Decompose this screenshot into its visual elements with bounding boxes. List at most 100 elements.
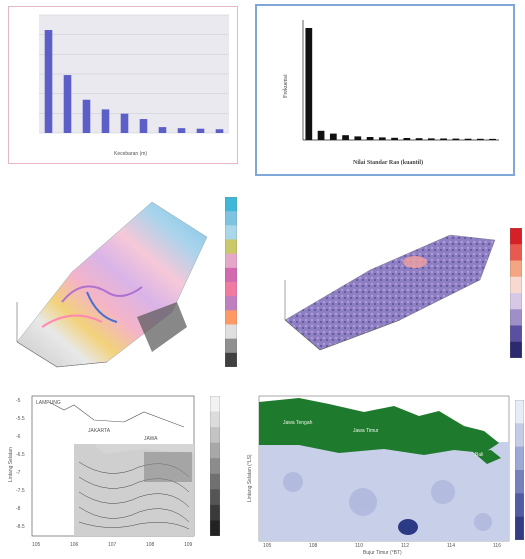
bar: [342, 135, 349, 140]
colorbar-segment: [225, 352, 237, 367]
bottom-right-colorbar: [515, 400, 524, 540]
colorbar-segment: [210, 504, 220, 521]
x-tick: 114: [447, 543, 455, 549]
colorbar-segment: [225, 253, 237, 269]
x-tick: 110: [355, 543, 363, 549]
x-tick-labels: 105 108 110 112 114 116: [263, 543, 501, 549]
bar: [427, 138, 435, 140]
bar: [317, 130, 325, 140]
x-tick: 108: [146, 542, 155, 548]
colorbar-segment: [225, 310, 237, 325]
y-tick: -7.5: [16, 488, 25, 494]
colorbar-segment: [210, 458, 220, 475]
mid-left-colorbar: [225, 197, 237, 367]
top-right-bar-chart: Frekuensi Nilai Standar Rao (kuantil): [255, 4, 515, 176]
colorbar-segment: [210, 473, 220, 490]
colorbar-segment: [225, 225, 237, 240]
x-tick: 105: [32, 542, 41, 548]
bar: [63, 75, 72, 133]
colorbar-segment: [515, 423, 524, 448]
bar: [378, 137, 386, 140]
colorbar-segment: [225, 197, 237, 212]
bottom-left-colorbar: [210, 396, 220, 536]
bar: [196, 128, 205, 133]
colorbar-segment: [210, 442, 220, 459]
bar: [489, 138, 496, 140]
bar: [415, 138, 423, 140]
colorbar-segment: [225, 338, 237, 354]
colorbar-segment: [510, 325, 522, 343]
x-tick: 105: [263, 543, 272, 549]
colorbar-segment: [510, 276, 522, 294]
top-left-bar-chart: Kecebaran (m): [8, 6, 238, 164]
java-map-svg: Jawa Tengah Jawa Timur Bali 105 108 110 112…: [247, 395, 510, 556]
colorbar-segment: [510, 309, 522, 326]
y-tick: -6: [16, 434, 21, 440]
bar: [440, 138, 447, 140]
bar: [366, 137, 374, 140]
surface-top: [284, 234, 496, 351]
colorbar-segment: [515, 400, 524, 424]
x-axis-label: Bujur Timur (°BT): [363, 550, 402, 556]
bar: [464, 138, 472, 140]
label-lampung: LAMPUNG: [36, 400, 61, 406]
label-jawa: JAWA: [144, 436, 158, 442]
colorbar-segment: [510, 228, 522, 245]
bar: [177, 128, 186, 133]
label-jawa-tengah: Jawa Tengah: [283, 420, 313, 426]
y-axis-label: Lintang Selatan (°LS): [247, 454, 253, 502]
bar: [391, 137, 398, 140]
colorbar-svg: [515, 400, 524, 540]
bar: [139, 119, 148, 133]
mid-left-3d-surface: [2, 192, 217, 372]
x-tick: 109: [184, 542, 193, 548]
colorbar-segment: [515, 516, 524, 540]
y-tick: -5.5: [16, 416, 25, 422]
bar: [305, 28, 313, 140]
colorbar-segment: [210, 396, 220, 413]
java-island: [259, 398, 499, 455]
colorbar-segment: [225, 239, 237, 255]
y-tick: -8.5: [16, 524, 25, 530]
mid-right-colorbar: [510, 228, 522, 358]
colorbar-segment: [225, 282, 237, 297]
bar: [329, 133, 337, 140]
bar: [215, 129, 224, 133]
colorbar-segment: [210, 489, 220, 506]
bar: [120, 113, 129, 133]
x-axis-label: Nilai Standar Rao (kuantil): [353, 159, 423, 166]
label-jakarta: JAKARTA: [88, 428, 111, 434]
x-tick: 116: [493, 543, 501, 549]
colorbar-segment: [225, 296, 237, 311]
colorbar-segment: [515, 493, 524, 518]
y-tick: -5: [16, 398, 21, 404]
x-axis-label: Kecebaran (m): [114, 151, 147, 157]
x-tick: 108: [309, 543, 318, 549]
colorbar-segment: [225, 324, 237, 340]
colorbar-segment: [510, 260, 522, 278]
colorbar-segment: [515, 470, 524, 494]
surface-3d-plot-purple: [284, 234, 496, 351]
y-axis-label: Lintang Selatan: [8, 447, 14, 482]
y-tick: -8: [16, 506, 21, 512]
colorbar-svg: [510, 228, 522, 358]
bar: [476, 138, 484, 140]
surface-3d-plot: [16, 201, 208, 368]
colorbar-svg: [225, 197, 237, 367]
bar: [101, 109, 110, 133]
colorbar-segment: [225, 211, 237, 226]
x-tick: 107: [108, 542, 117, 548]
bar: [354, 136, 362, 140]
colorbar-segment: [510, 293, 522, 310]
bar: [82, 99, 91, 133]
surface-dark-zone: [137, 302, 187, 352]
label-jawa-timur: Jawa Timur: [353, 428, 379, 434]
frequency-chart-svg: Frekuensi Nilai Standar Rao (kuantil): [283, 20, 499, 166]
colorbar-segment: [510, 244, 522, 261]
colorbar-svg: [210, 396, 220, 536]
contour-map-svg: LAMPUNG JAKARTA JAWA 105 106 107 108 109 -5-…: [8, 395, 195, 548]
bar: [158, 127, 167, 133]
bottom-left-contour-map: LAMPUNG JAKARTA JAWA 105 106 107 108 109 -5-…: [4, 392, 199, 552]
bar: [452, 138, 460, 140]
bar-chart-svg: Kecebaran (m): [39, 14, 229, 157]
